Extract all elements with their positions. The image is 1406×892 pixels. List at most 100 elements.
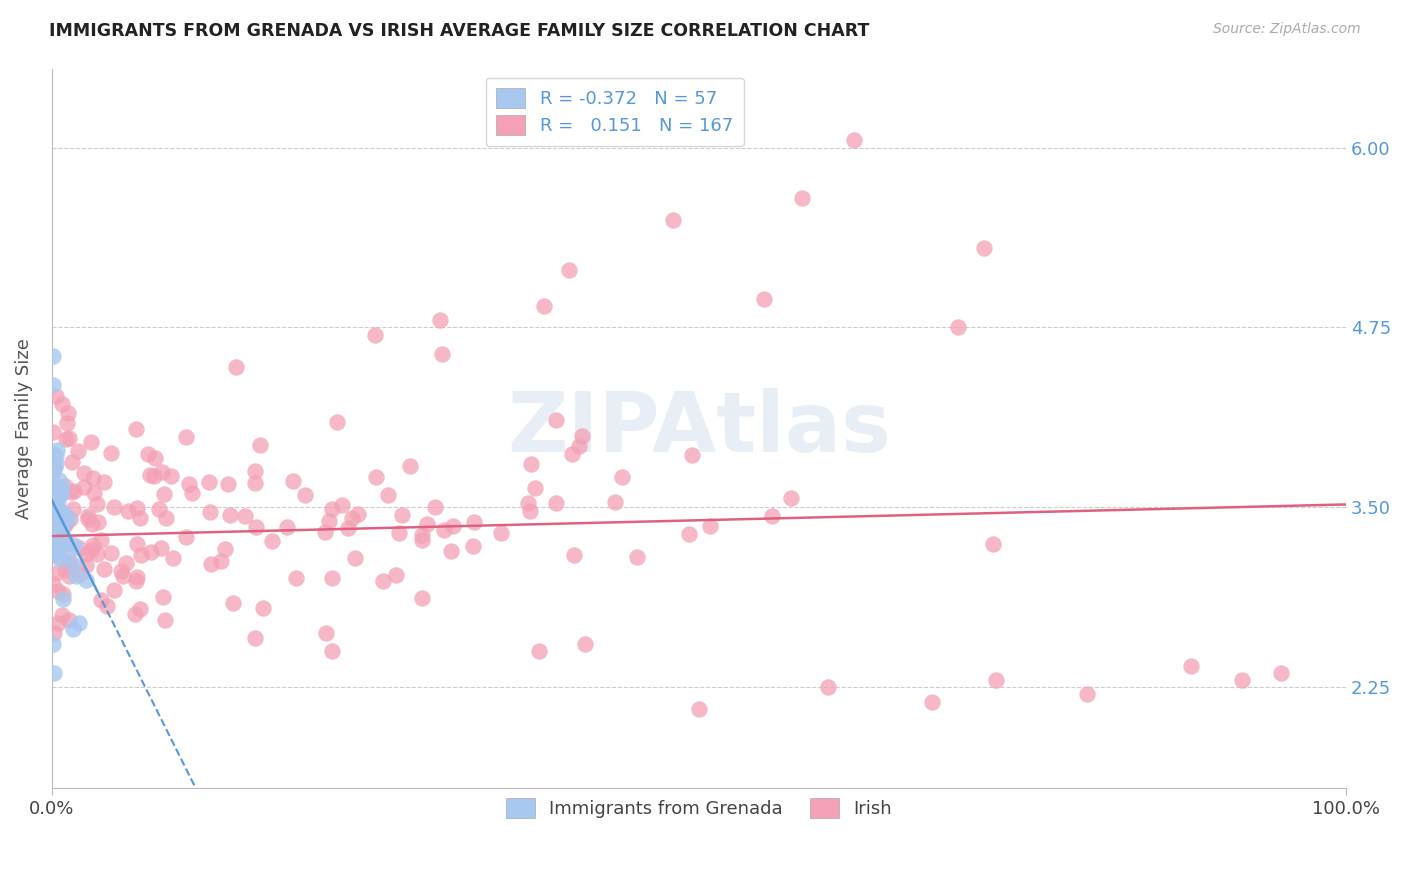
Point [162,551,184,566]
Point [45,481,67,495]
Point [433,524,456,538]
Point [125,574,148,589]
Point [45,456,67,470]
Point [46,485,69,500]
Point [337,521,360,535]
Legend: Immigrants from Grenada, Irish: Immigrants from Grenada, Irish [499,791,898,826]
Point [222,596,245,610]
Point [520,457,543,471]
Point [792,191,814,205]
Point [371,574,394,589]
Point [571,428,593,442]
Point [318,514,340,528]
Point [152,590,174,604]
Point [100,446,122,460]
Point [179,477,201,491]
Point [752,292,775,306]
Point [86,497,108,511]
Point [1076,687,1098,701]
Y-axis label: Average Family Size: Average Family Size [15,338,32,518]
Point [46,583,69,598]
Point [129,510,152,524]
Point [610,470,633,484]
Point [249,438,271,452]
Point [214,541,236,556]
Point [780,491,803,506]
Point [181,486,204,500]
Point [761,509,783,524]
Point [281,475,304,489]
Point [568,439,591,453]
Point [285,571,308,585]
Point [55,432,77,446]
Point [42,447,65,461]
Point [377,488,399,502]
Point [429,313,451,327]
Point [75,574,97,588]
Point [155,511,177,525]
Point [321,644,343,658]
Point [347,508,370,522]
Point [321,571,343,585]
Point [46,508,69,523]
Point [51,397,73,411]
Text: Source: ZipAtlas.com: Source: ZipAtlas.com [1213,22,1361,37]
Point [112,569,135,583]
Point [42,460,65,475]
Point [77,512,100,526]
Point [59,512,82,526]
Point [52,591,75,606]
Point [46,480,69,494]
Point [62,558,84,572]
Point [315,626,337,640]
Point [49,551,72,566]
Point [1270,665,1292,680]
Point [56,534,79,549]
Point [45,483,67,498]
Point [58,554,80,568]
Point [385,567,408,582]
Point [52,508,75,523]
Point [93,475,115,489]
Point [82,471,104,485]
Point [49,522,72,536]
Point [294,488,316,502]
Point [83,485,105,500]
Point [330,499,353,513]
Point [127,536,149,550]
Point [86,547,108,561]
Point [136,447,159,461]
Point [153,487,176,501]
Point [82,516,104,531]
Point [93,562,115,576]
Point [411,528,433,542]
Point [574,637,596,651]
Point [519,504,541,518]
Point [699,518,721,533]
Point [198,475,221,490]
Point [127,570,149,584]
Point [73,467,96,481]
Point [150,465,173,479]
Point [59,484,82,499]
Point [321,502,343,516]
Point [115,556,138,570]
Point [441,519,464,533]
Point [52,587,75,601]
Point [42,547,65,561]
Point [558,263,581,277]
Point [42,501,65,516]
Point [80,542,103,557]
Point [46,443,69,458]
Point [605,494,627,508]
Point [96,599,118,614]
Point [55,516,77,531]
Point [42,466,65,480]
Point [41,510,63,524]
Point [48,521,70,535]
Point [44,535,66,549]
Point [49,550,72,565]
Point [62,502,84,516]
Point [124,607,146,622]
Point [51,480,73,494]
